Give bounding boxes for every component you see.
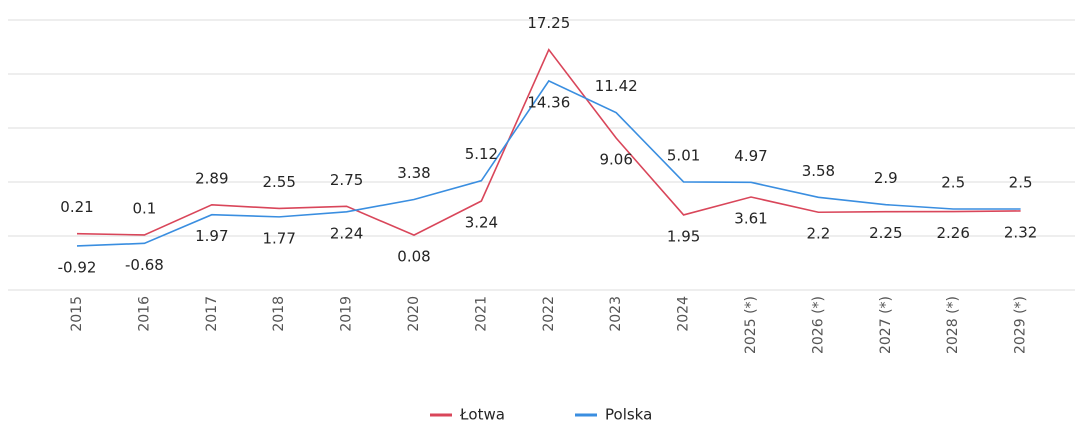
x-tick-label: 2028 (*) xyxy=(945,296,961,354)
data-label: 11.42 xyxy=(595,77,638,95)
data-label: 2.55 xyxy=(262,173,295,191)
data-label: 0.08 xyxy=(397,248,430,266)
data-label: 2.5 xyxy=(1009,174,1033,192)
x-tick-label: 2025 (*) xyxy=(743,296,759,354)
legend-label: Polska xyxy=(605,406,652,424)
data-label: 2.89 xyxy=(195,169,228,187)
x-tick-label: 2018 xyxy=(271,296,287,332)
data-label: 14.36 xyxy=(527,93,570,111)
data-label: 3.58 xyxy=(802,162,835,180)
data-label: 2.25 xyxy=(869,224,902,242)
data-label: 2.5 xyxy=(941,174,965,192)
legend-label: Łotwa xyxy=(459,406,505,424)
data-label: 3.38 xyxy=(397,164,430,182)
data-label: -0.68 xyxy=(125,256,164,274)
x-tick-label: 2026 (*) xyxy=(810,296,826,354)
data-label: 1.97 xyxy=(195,227,228,245)
x-tick-label: 2019 xyxy=(339,296,355,332)
data-label: 2.32 xyxy=(1004,223,1037,241)
data-label: 2.24 xyxy=(330,224,363,242)
x-tick-label: 2021 xyxy=(473,296,489,332)
data-label: 1.77 xyxy=(262,229,295,247)
data-label: 9.06 xyxy=(599,151,632,169)
series-line xyxy=(76,48,1021,237)
data-label: 0.21 xyxy=(60,198,93,216)
x-tick-label: 2027 (*) xyxy=(878,296,894,354)
x-tick-label: 2016 xyxy=(136,296,152,332)
data-label: 3.24 xyxy=(465,214,498,232)
series-line xyxy=(76,79,1021,247)
x-tick-label: 2029 (*) xyxy=(1013,296,1029,354)
data-label: 17.25 xyxy=(527,14,570,32)
x-tick-label: 2024 xyxy=(676,296,692,332)
data-label: 2.26 xyxy=(936,224,969,242)
x-tick-label: 2015 xyxy=(69,296,85,332)
x-tick-label: 2022 xyxy=(541,296,557,332)
x-tick-label: 2017 xyxy=(204,296,220,332)
data-label: 5.01 xyxy=(667,146,700,164)
x-tick-label: 2020 xyxy=(406,296,422,332)
data-label: 3.61 xyxy=(734,210,767,228)
data-label: 1.95 xyxy=(667,227,700,245)
data-label: 2.2 xyxy=(806,225,830,243)
data-label: 5.12 xyxy=(465,145,498,163)
data-label: 2.9 xyxy=(874,169,898,187)
data-label: 2.75 xyxy=(330,171,363,189)
data-label: -0.92 xyxy=(58,258,97,276)
data-label: 0.1 xyxy=(132,199,156,217)
data-label: 4.97 xyxy=(734,147,767,165)
x-tick-label: 2023 xyxy=(608,296,624,332)
